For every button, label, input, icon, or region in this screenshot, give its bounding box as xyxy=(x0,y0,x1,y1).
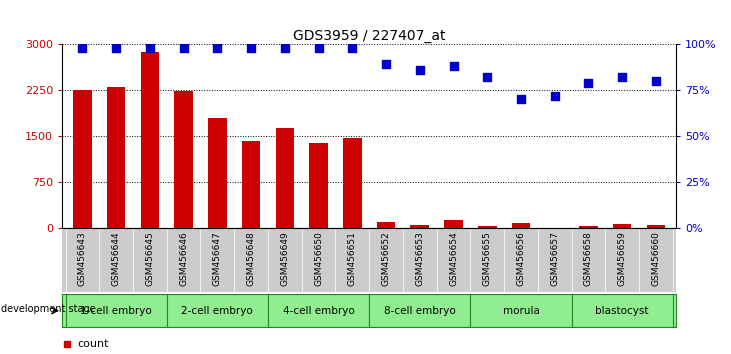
Bar xyxy=(167,294,268,327)
Bar xyxy=(376,222,395,228)
Bar xyxy=(107,87,126,228)
Point xyxy=(414,67,425,73)
Bar xyxy=(579,226,598,228)
Point xyxy=(144,45,156,51)
Text: GSM456652: GSM456652 xyxy=(382,232,390,286)
Text: development stage: development stage xyxy=(1,304,96,314)
Text: GSM456643: GSM456643 xyxy=(78,232,87,286)
Bar xyxy=(343,137,362,228)
Text: GSM456648: GSM456648 xyxy=(246,232,256,286)
Point xyxy=(110,45,122,51)
Text: GSM456651: GSM456651 xyxy=(348,232,357,286)
Bar xyxy=(470,294,572,327)
Bar xyxy=(268,294,369,327)
Text: GSM456660: GSM456660 xyxy=(651,232,660,286)
Point xyxy=(380,62,392,67)
Text: GSM456645: GSM456645 xyxy=(145,232,154,286)
Text: GSM456654: GSM456654 xyxy=(449,232,458,286)
Text: GSM456646: GSM456646 xyxy=(179,232,188,286)
Point xyxy=(515,97,527,102)
Text: GSM456659: GSM456659 xyxy=(618,232,626,286)
Point xyxy=(279,45,291,51)
Text: blastocyst: blastocyst xyxy=(596,306,649,316)
Bar xyxy=(647,225,665,228)
Text: GSM456644: GSM456644 xyxy=(112,232,121,286)
Bar xyxy=(73,90,91,228)
Bar xyxy=(66,294,167,327)
Text: GSM456653: GSM456653 xyxy=(415,232,424,286)
Bar xyxy=(208,118,227,228)
Point xyxy=(650,78,662,84)
Bar xyxy=(242,141,260,228)
Text: morula: morula xyxy=(502,306,539,316)
Point xyxy=(313,45,325,51)
Text: GSM456656: GSM456656 xyxy=(517,232,526,286)
Bar xyxy=(140,52,159,228)
Bar xyxy=(309,143,327,228)
Point xyxy=(616,75,628,80)
Point xyxy=(583,80,594,86)
Bar xyxy=(572,294,673,327)
Text: GSM456650: GSM456650 xyxy=(314,232,323,286)
Point xyxy=(549,93,561,99)
Point xyxy=(77,45,88,51)
Bar xyxy=(174,91,193,228)
Bar xyxy=(444,220,463,228)
Text: GSM456649: GSM456649 xyxy=(280,232,289,286)
Text: 1-cell embryo: 1-cell embryo xyxy=(80,306,152,316)
Point xyxy=(245,45,257,51)
Text: 8-cell embryo: 8-cell embryo xyxy=(384,306,455,316)
Bar xyxy=(369,294,470,327)
Text: count: count xyxy=(77,339,109,349)
Bar xyxy=(478,225,496,228)
Point xyxy=(346,45,358,51)
Point xyxy=(211,45,223,51)
Text: GSM456657: GSM456657 xyxy=(550,232,559,286)
Title: GDS3959 / 227407_at: GDS3959 / 227407_at xyxy=(293,29,445,43)
Text: GSM456655: GSM456655 xyxy=(482,232,492,286)
Text: 4-cell embryo: 4-cell embryo xyxy=(283,306,355,316)
Text: GSM456647: GSM456647 xyxy=(213,232,221,286)
Point xyxy=(178,45,189,51)
Text: 2-cell embryo: 2-cell embryo xyxy=(181,306,253,316)
Point xyxy=(447,63,459,69)
Bar xyxy=(613,224,632,228)
Bar xyxy=(276,128,294,228)
Bar xyxy=(411,225,429,228)
Text: GSM456658: GSM456658 xyxy=(584,232,593,286)
Point xyxy=(482,75,493,80)
Bar xyxy=(512,223,530,228)
